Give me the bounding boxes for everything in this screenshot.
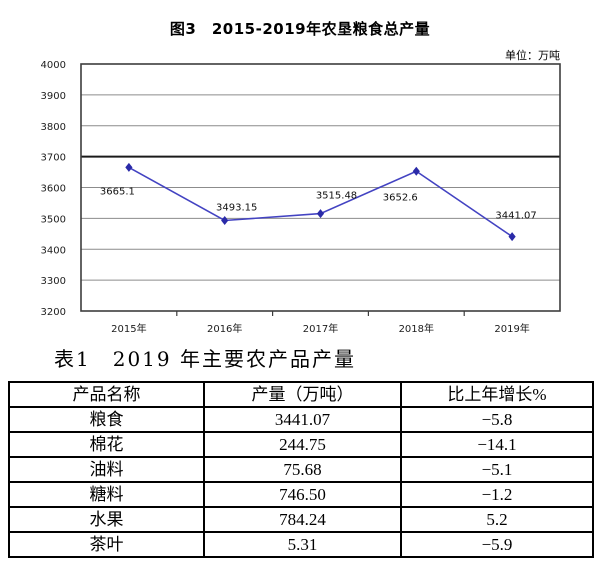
table-cell: 3441.07 [203,406,402,433]
grain-output-line-chart: 单位：万吨 3200 3300 3400 3500 3600 3700 3800 3900 40… [41,48,561,335]
figure-caption: 图3 2015-2019年农垦粮食总产量 [169,20,431,38]
table-row: 棉花 244.75 −14.1 [8,431,594,458]
table-row: 粮食 3441.07 −5.8 [8,406,594,433]
unit-label: 单位：万吨 [505,48,560,62]
table-cell: 244.75 [203,431,402,458]
table-header-cell: 产品名称 [8,381,205,408]
chart-plot-area: 3200 3300 3400 3500 3600 3700 3800 3900 4000 2015… [41,60,561,335]
x-axis-label: 2018年 [399,322,434,335]
y-axis-label: 3900 [41,91,66,102]
table-row: 水果 784.24 5.2 [8,506,594,533]
table-cell: −5.1 [400,456,594,483]
table-row: 油料 75.68 −5.1 [8,456,594,483]
table-cell: 5.31 [203,531,402,558]
y-axis-label: 4000 [41,60,66,71]
x-axis-label: 2015年 [111,322,146,335]
table-cell: 水果 [8,506,205,533]
x-axis-label: 2019年 [494,322,529,335]
table-cell: 粮食 [8,406,205,433]
data-line [128,166,513,238]
table-cell: 746.50 [203,481,402,508]
table-cell: 棉花 [8,431,205,458]
table-body: 粮食 3441.07 −5.8 棉花 244.75 −14.1 油料 75.68 −5.1 糖料 7… [8,406,594,558]
y-axis-label: 3700 [41,153,66,164]
y-axis-label: 3600 [41,184,66,195]
y-axis-label: 3500 [41,214,66,225]
data-point-marker [412,166,420,176]
data-point-marker [125,162,133,172]
plot-frame [80,63,561,312]
x-axis-label: 2017年 [303,322,338,335]
y-axis-label: 3400 [41,245,66,256]
data-point-label: 3665.1 [100,186,135,197]
table-header-cell: 比上年增长% [400,381,594,408]
y-axis-label: 3200 [41,307,66,318]
x-axis-label: 2016年 [207,322,242,335]
data-point-label: 3441.07 [495,211,536,222]
table-cell: 5.2 [400,506,594,533]
table-cell: 糖料 [8,481,205,508]
table-cell: 茶叶 [8,531,205,558]
table-row: 茶叶 5.31 −5.9 [8,531,594,558]
data-point-marker [316,209,325,219]
table-header-row: 产品名称 产量（万吨） 比上年增长% [8,381,594,408]
data-point-marker [508,232,516,242]
table-row: 糖料 746.50 −1.2 [8,481,594,508]
table-cell: −1.2 [400,481,594,508]
table-cell: −5.9 [400,531,594,558]
y-axis-label: 3800 [41,122,66,133]
data-point-label: 3515.48 [316,191,357,202]
table-cell: 油料 [8,456,205,483]
table-cell: −5.8 [400,406,594,433]
data-point-label: 3652.6 [383,192,418,203]
data-point-label: 3493.15 [216,202,257,213]
data-point-marker [221,215,229,225]
table-caption: 表1 2019 年主要农产品产量 [54,347,356,371]
table-cell: 784.24 [203,506,402,533]
y-axis-label: 3300 [41,276,66,287]
table-cell: −14.1 [400,431,594,458]
table-cell: 75.68 [203,456,402,483]
product-output-table: 产品名称 产量（万吨） 比上年增长% 粮食 3441.07 −5.8 棉花 244.75 −1… [8,381,594,558]
table-header-cell: 产量（万吨） [203,381,402,408]
